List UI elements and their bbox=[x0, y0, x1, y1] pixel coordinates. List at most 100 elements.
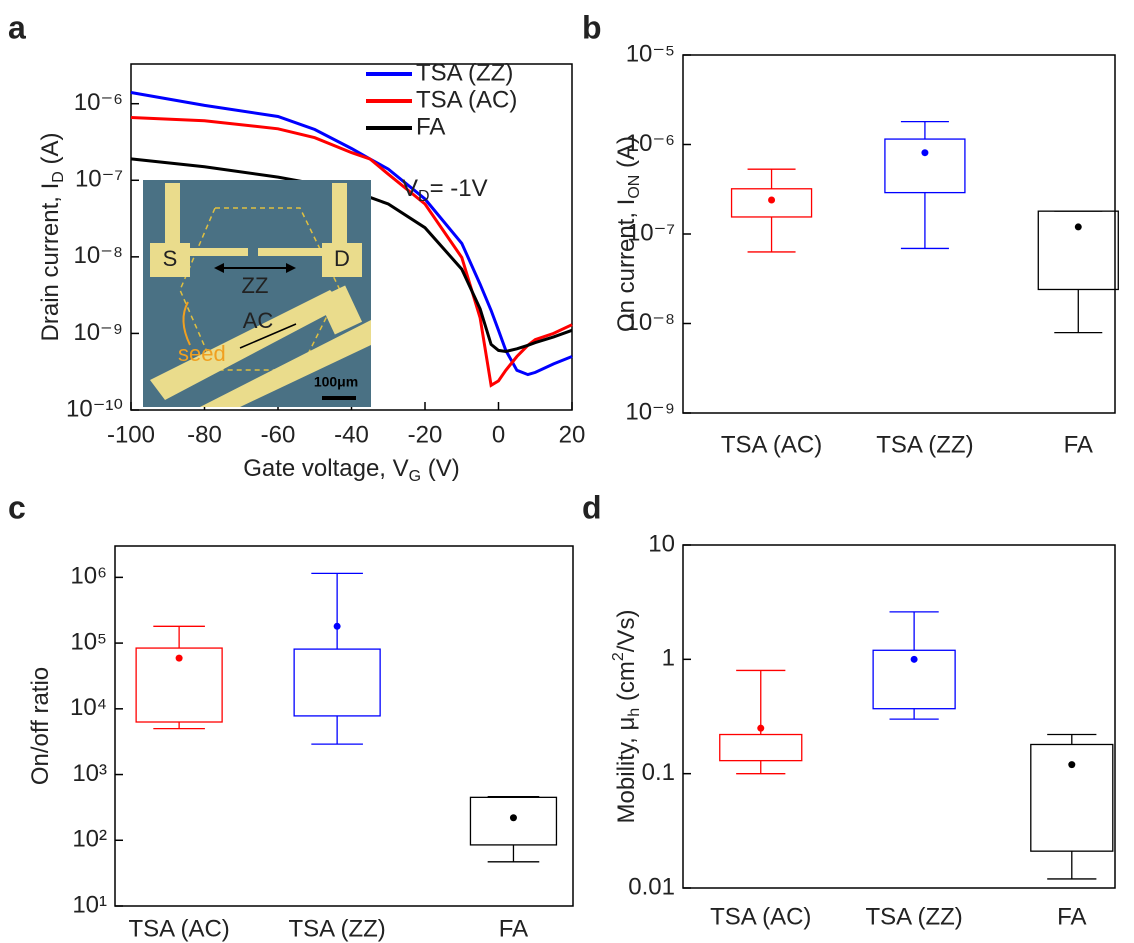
x-tick-label: -20 bbox=[408, 421, 443, 448]
x-tick-label: -60 bbox=[261, 421, 296, 448]
y-tick-label: 10² bbox=[72, 826, 107, 853]
x-axis-label: Gate voltage, VG (V) bbox=[243, 455, 460, 485]
annotation-part: = -1V bbox=[430, 175, 488, 202]
y-tick-label: 10¹ bbox=[72, 891, 107, 918]
mean-dot bbox=[757, 724, 765, 732]
box bbox=[719, 733, 803, 762]
y-axis-label: Drain current, ID (A) bbox=[37, 133, 67, 342]
y-axis-label: Mobility, μh (cm2/Vs) bbox=[610, 610, 643, 824]
box bbox=[1030, 743, 1114, 852]
x-tick-label: -100 bbox=[107, 421, 155, 448]
inset-micrograph: S D ZZ AC seed 100μm bbox=[143, 180, 371, 407]
y-tick-label: 10⁻⁶ bbox=[626, 130, 675, 157]
panel-letter: a bbox=[8, 9, 26, 45]
inset-label: D bbox=[334, 246, 350, 271]
x-axis-label-part: G bbox=[409, 468, 421, 485]
x-tick-label: FA bbox=[1064, 431, 1093, 458]
panel-letter: c bbox=[8, 489, 26, 525]
y-tick-label: 10⁻⁶ bbox=[74, 89, 123, 116]
plot-frame bbox=[682, 54, 1116, 414]
x-tick-label: 20 bbox=[559, 421, 586, 448]
x-tick-label: 0 bbox=[492, 421, 505, 448]
y-tick-label: 10⁻⁷ bbox=[75, 166, 123, 193]
lead bbox=[332, 183, 347, 245]
y-tick-label: 10⁻⁹ bbox=[625, 398, 675, 425]
y-axis-label-part: On/off ratio bbox=[27, 667, 54, 785]
y-axis-label-part: (cm bbox=[613, 661, 640, 708]
y-axis-label-part: (A) bbox=[613, 136, 640, 175]
y-tick-label: 10³ bbox=[72, 760, 107, 787]
pad bbox=[322, 243, 362, 277]
annotation-part: D bbox=[418, 188, 430, 205]
x-tick-label: TSA (AC) bbox=[710, 903, 811, 930]
panel-letter: d bbox=[582, 489, 602, 525]
y-tick-label: 10 bbox=[648, 530, 675, 557]
x-axis-label-part: (V) bbox=[421, 455, 460, 482]
y-tick-label: 0.01 bbox=[628, 873, 675, 900]
y-tick-label: 10⁻⁹ bbox=[73, 319, 123, 346]
x-tick-label: -80 bbox=[187, 421, 222, 448]
y-tick-label: 10⁴ bbox=[70, 694, 107, 721]
x-axis-label-part: Gate voltage, V bbox=[243, 455, 408, 482]
x-tick-label: TSA (ZZ) bbox=[865, 903, 962, 930]
ac-arrow bbox=[239, 323, 297, 349]
x-tick-label: TSA (AC) bbox=[721, 431, 822, 458]
arrowhead bbox=[286, 263, 296, 273]
pad bbox=[150, 243, 190, 277]
y-axis-label-part: h bbox=[626, 708, 643, 717]
box bbox=[872, 649, 956, 710]
y-tick-label: 10⁻⁵ bbox=[626, 40, 675, 67]
box bbox=[135, 647, 223, 723]
lead bbox=[165, 183, 180, 245]
y-tick-label: 10⁻⁸ bbox=[74, 242, 124, 269]
x-tick-label: FA bbox=[1057, 903, 1086, 930]
y-axis-label-part: Mobility, μ bbox=[613, 717, 640, 824]
x-tick-label: -40 bbox=[334, 421, 369, 448]
legend-label: TSA (AC) bbox=[416, 86, 517, 113]
box bbox=[884, 138, 966, 194]
mean-dot bbox=[910, 655, 918, 663]
y-axis-label: On current, ION (A) bbox=[613, 136, 643, 332]
y-axis-label: On/off ratio bbox=[27, 667, 54, 785]
x-tick-label: TSA (ZZ) bbox=[288, 915, 385, 942]
y-tick-label: 10⁻¹⁰ bbox=[66, 395, 123, 422]
y-axis-label-part: On current, I bbox=[613, 199, 640, 332]
inset-label: seed bbox=[178, 341, 226, 366]
inset-label: S bbox=[163, 246, 178, 271]
x-tick-label: TSA (ZZ) bbox=[876, 431, 973, 458]
y-axis-label-part: /Vs) bbox=[613, 610, 640, 653]
y-tick-label: 0.1 bbox=[642, 759, 675, 786]
inset-label: AC bbox=[243, 308, 274, 333]
seed-arrow bbox=[182, 301, 191, 346]
data-line bbox=[130, 91, 573, 377]
mean-dot bbox=[1068, 761, 1076, 769]
mean-dot bbox=[768, 196, 776, 204]
box bbox=[1037, 210, 1119, 291]
box bbox=[469, 796, 558, 846]
legend-label: TSA (ZZ) bbox=[416, 59, 513, 86]
x-tick-label: FA bbox=[499, 915, 528, 942]
y-axis-label-part: Drain current, I bbox=[37, 183, 64, 342]
panel-letter: b bbox=[582, 9, 602, 45]
annotation: VD= -1V bbox=[402, 175, 488, 205]
plot-frame bbox=[682, 544, 1116, 889]
y-tick-label: 10⁻⁷ bbox=[627, 219, 675, 246]
mean-dot bbox=[175, 654, 183, 662]
y-tick-label: 10⁵ bbox=[70, 628, 107, 655]
y-axis-label-part: (A) bbox=[37, 133, 64, 172]
x-tick-label: TSA (AC) bbox=[128, 915, 229, 942]
y-tick-label: 10⁻⁸ bbox=[626, 309, 676, 336]
plot-frame bbox=[114, 545, 574, 907]
mean-dot bbox=[921, 149, 929, 157]
electrode bbox=[258, 248, 324, 256]
y-tick-label: 10⁶ bbox=[70, 563, 107, 590]
y-tick-label: 1 bbox=[662, 645, 675, 672]
pad bbox=[317, 285, 363, 335]
box bbox=[293, 648, 381, 717]
scale-label: 100μm bbox=[314, 374, 358, 390]
y-axis-label-part: D bbox=[50, 171, 67, 183]
box bbox=[730, 188, 813, 218]
arrowhead bbox=[214, 263, 224, 273]
mean-dot bbox=[1074, 223, 1082, 231]
